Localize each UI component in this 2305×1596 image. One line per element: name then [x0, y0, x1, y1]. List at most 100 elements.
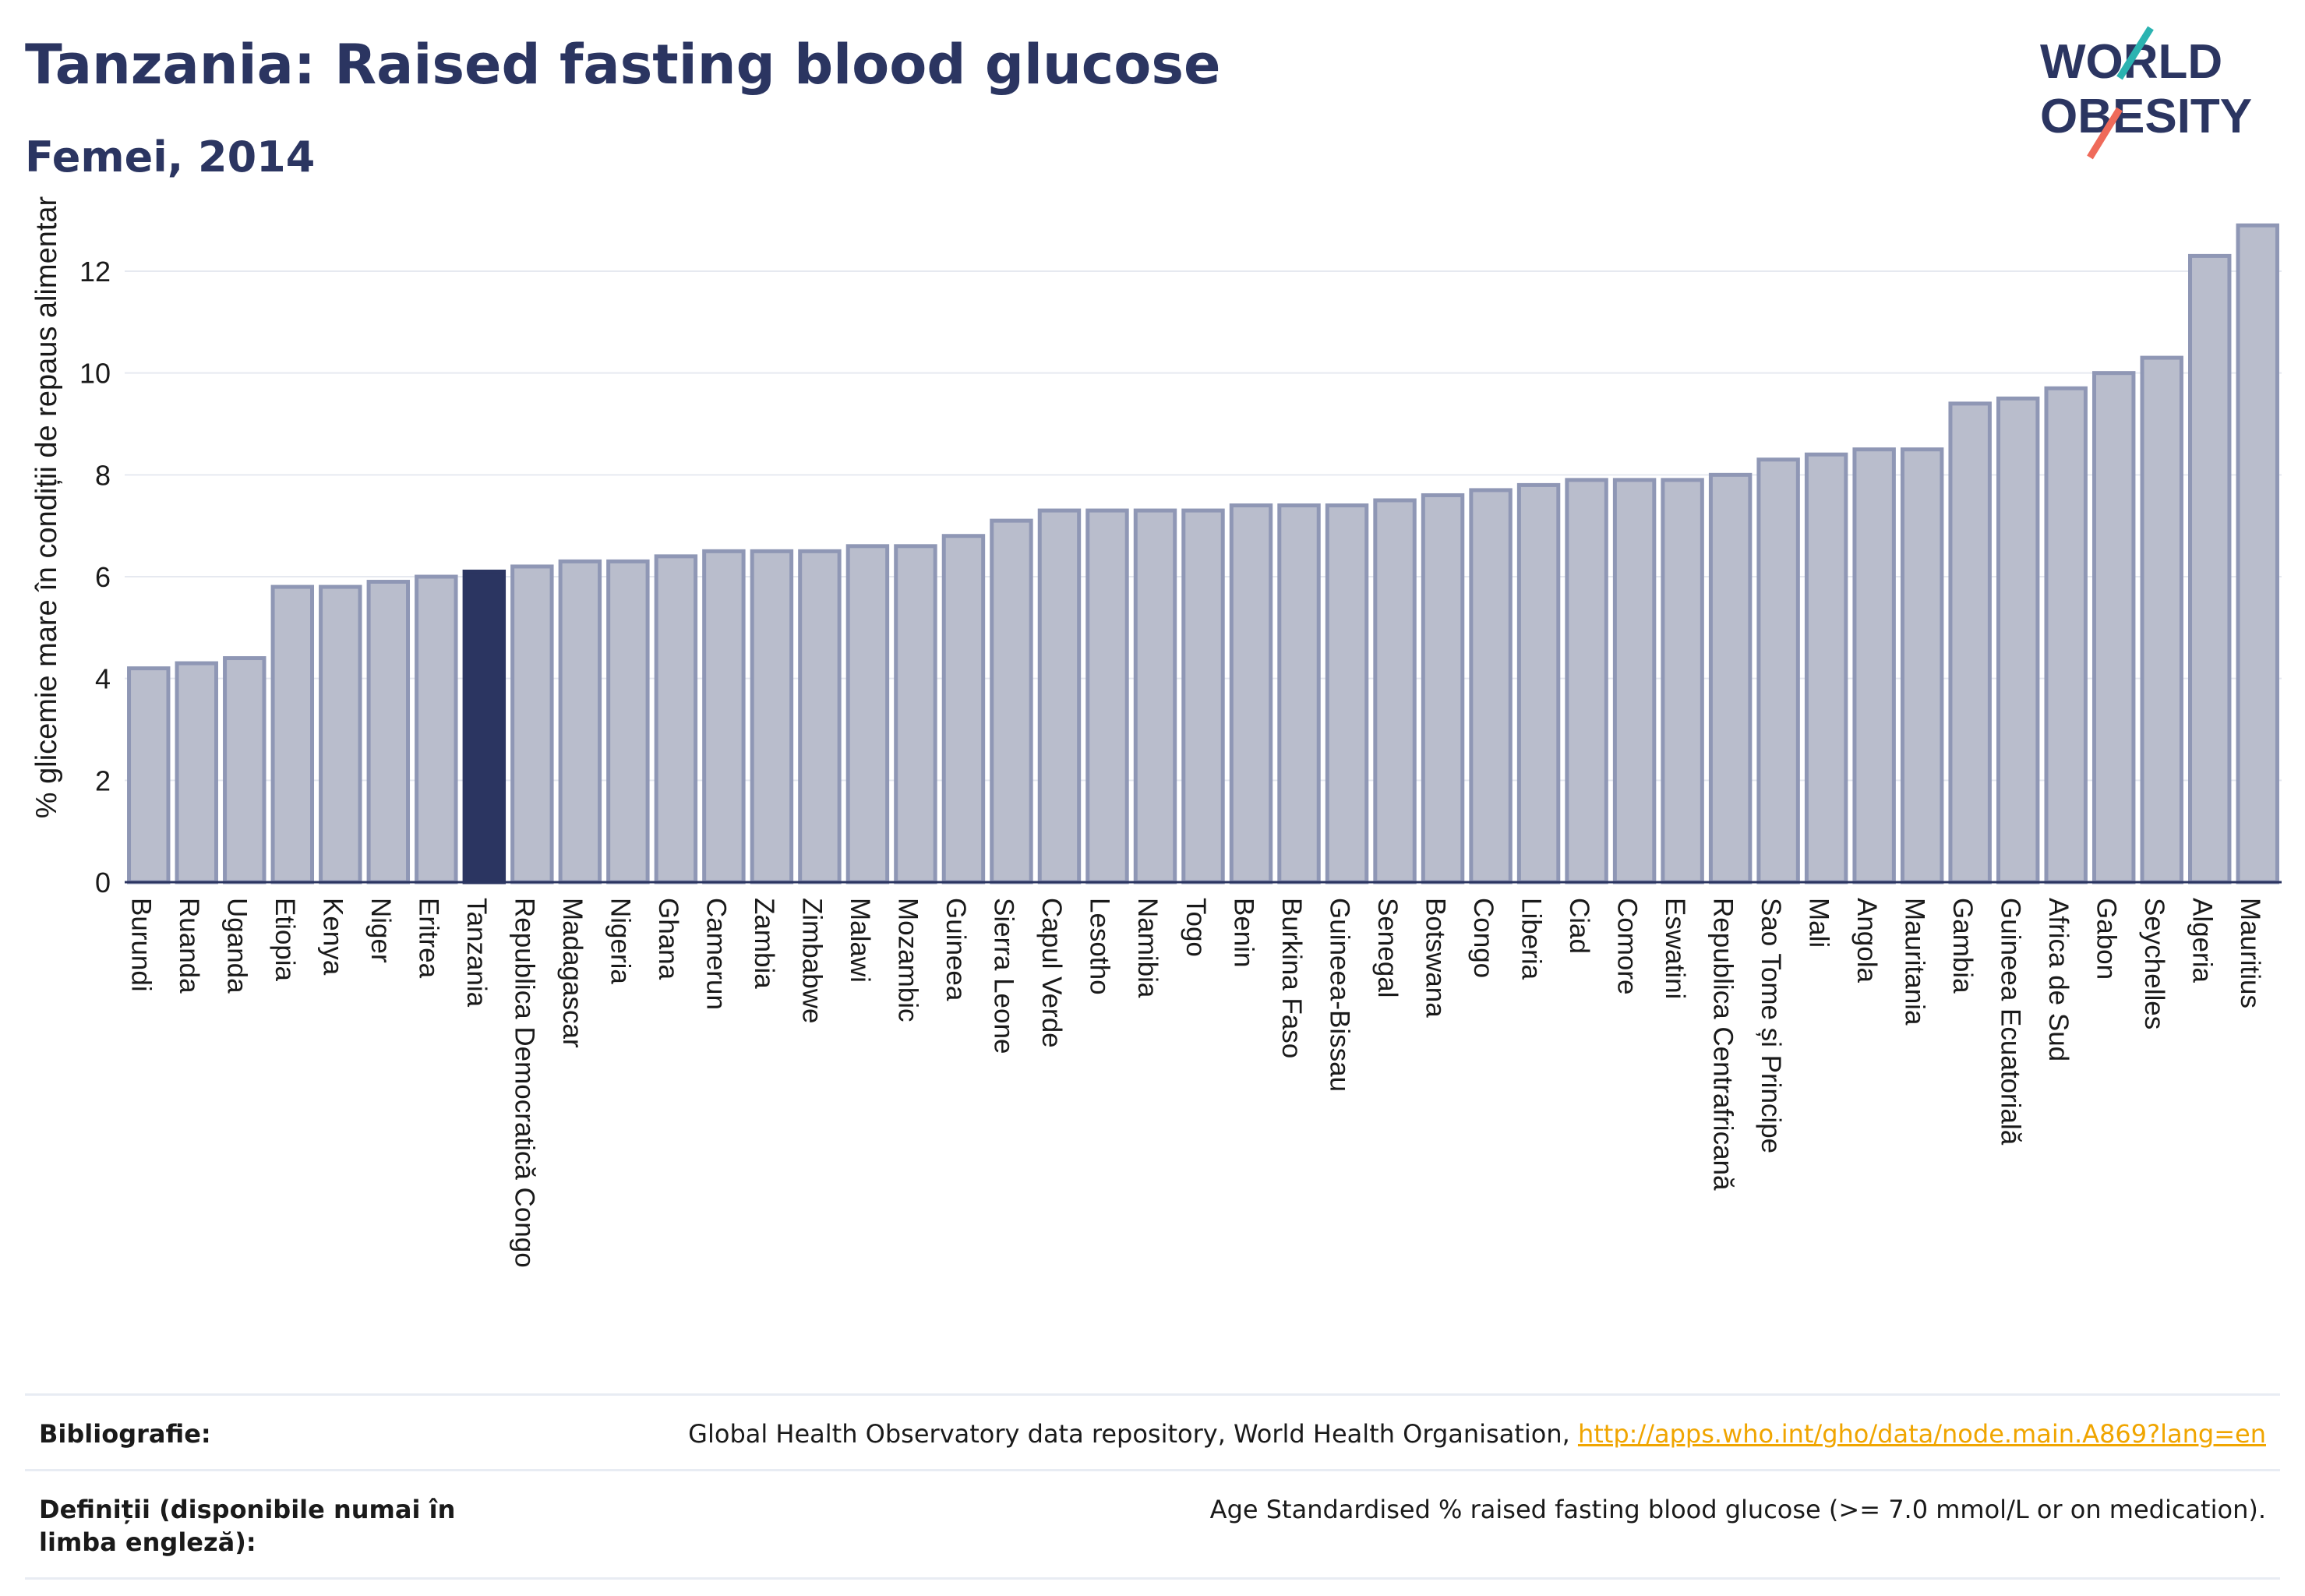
bibliography-text: Global Health Observatory data repositor… — [688, 1419, 1578, 1449]
bar-senegal — [1373, 498, 1417, 885]
bar-sierra-leone — [990, 518, 1033, 885]
bar-comore — [1612, 478, 1657, 885]
x-tick-label: Senegal — [1372, 898, 1403, 998]
bar-republica-centrafricană — [1708, 472, 1753, 885]
bar-africa-de-sud — [2044, 386, 2088, 885]
bar-mauritius — [2236, 223, 2279, 885]
bar-botswana — [1421, 493, 1465, 885]
x-tick-label: Benin — [1228, 898, 1258, 968]
bar-tanzania — [462, 569, 507, 885]
bibliography-label: Bibliografie: — [39, 1419, 211, 1449]
footer: Bibliografie: Global Health Observatory … — [25, 1393, 2280, 1580]
x-tick-label: Ciad — [1564, 898, 1594, 954]
x-tick-label: Republica Democratică Congo — [510, 898, 540, 1268]
x-axis-labels: Burundi Ruanda Uganda Etiopia Kenya Niger Erit… — [126, 898, 2265, 1268]
x-tick-label: Angola — [1851, 898, 1882, 983]
x-tick-label: Nigeria — [605, 898, 636, 984]
bar-benin — [1229, 503, 1273, 885]
bibliography-value: Global Health Observatory data repositor… — [688, 1418, 2266, 1450]
bar-chart: 0 2 4 6 8 10 12 Burundi Ruanda Uganda Etiopia Keny… — [30, 196, 2282, 1268]
x-tick-label: Burkina Faso — [1276, 898, 1307, 1058]
bar-zimbabwe — [798, 549, 842, 885]
x-tick-label: Togo — [1181, 898, 1211, 957]
bar-namibia — [1133, 508, 1177, 885]
bibliography-row: Bibliografie: Global Health Observatory … — [25, 1393, 2280, 1469]
bar-eswatini — [1661, 478, 1704, 885]
x-tick-label: Uganda — [222, 898, 252, 994]
x-tick-label: Mozambic — [893, 898, 923, 1022]
y-tick-label: 8 — [95, 459, 111, 491]
y-tick-label: 10 — [79, 358, 111, 390]
bar-ciad — [1565, 478, 1608, 885]
bar-togo — [1181, 508, 1225, 885]
x-tick-label: Burundi — [126, 898, 157, 992]
bar-sao-tome-și-principe — [1756, 457, 1800, 885]
y-tick-label: 0 — [95, 867, 111, 899]
y-axis-ticks: 0 2 4 6 8 10 12 — [79, 256, 111, 899]
x-tick-label: Capul Verde — [1036, 898, 1067, 1048]
y-tick-label: 4 — [95, 663, 111, 695]
bar-zambia — [750, 549, 794, 885]
bar-guineea-ecuatorială — [1996, 396, 2040, 885]
bar-lesotho — [1085, 508, 1129, 885]
x-tick-label: Camerun — [701, 898, 732, 1010]
x-tick-label: Congo — [1468, 898, 1498, 978]
bar-burkina-faso — [1277, 503, 1321, 885]
bar-niger — [366, 580, 411, 885]
x-tick-label: Gambia — [1947, 898, 1978, 994]
x-tick-label: Zimbabwe — [797, 898, 828, 1023]
bar-mali — [1804, 452, 1848, 885]
x-tick-label: Lesotho — [1085, 898, 1115, 995]
x-tick-label: Comore — [1611, 898, 1642, 994]
bar-etiopia — [270, 584, 315, 885]
x-tick-label: Africa de Sud — [2043, 898, 2074, 1061]
bar-eritrea — [415, 574, 458, 885]
logo-line2: OBESITY — [2040, 90, 2252, 143]
x-tick-label: Botswana — [1420, 898, 1450, 1018]
x-tick-label: Guineea — [941, 898, 971, 1001]
bar-ghana — [654, 554, 698, 885]
bar-malawi — [845, 544, 890, 885]
x-tick-label: Kenya — [318, 898, 348, 976]
world-obesity-logo: WORLD OBESITY — [2040, 26, 2252, 160]
x-tick-label: Eritrea — [414, 898, 444, 979]
x-tick-label: Etiopia — [270, 898, 300, 982]
x-tick-label: Guineea-Bissau — [1324, 898, 1354, 1092]
bar-burundi — [127, 666, 171, 885]
x-tick-label: Ghana — [653, 898, 683, 980]
chart-subtitle: Femei, 2014 — [25, 132, 316, 182]
bar-angola — [1852, 447, 1896, 885]
bar-republica-democratică-congo — [510, 564, 554, 885]
x-tick-label: Zambia — [749, 898, 779, 989]
bar-liberia — [1516, 482, 1561, 885]
definitions-row: Definiții (disponibile numai în limba en… — [25, 1469, 2280, 1580]
bar-gabon — [2091, 371, 2136, 885]
bar-mauritania — [1900, 447, 1944, 885]
bar-guineea-bissau — [1325, 503, 1369, 885]
x-tick-label: Seychelles — [2139, 898, 2169, 1029]
bar-kenya — [319, 584, 362, 885]
x-tick-label: Madagascar — [557, 898, 588, 1048]
logo-slash-teal — [2116, 26, 2154, 80]
bar-algeria — [2188, 253, 2232, 885]
x-tick-label: Eswatini — [1660, 898, 1690, 999]
y-tick-label: 6 — [95, 561, 111, 593]
bar-ruanda — [175, 661, 218, 885]
x-tick-label: Ruanda — [174, 898, 204, 994]
x-tick-label: Guineea Ecuatorială — [1995, 898, 2025, 1146]
bar-gambia — [1948, 401, 1992, 885]
bar-madagascar — [558, 559, 602, 885]
x-tick-label: Mauritania — [1899, 898, 1929, 1026]
y-tick-label: 12 — [79, 256, 111, 288]
x-tick-label: Sao Tome și Principe — [1756, 898, 1786, 1153]
logo-slash-red — [2087, 107, 2123, 160]
bar-guineea — [941, 534, 986, 885]
y-tick-label: 2 — [95, 764, 111, 796]
x-tick-label: Malawi — [845, 898, 875, 983]
bars — [127, 223, 2279, 885]
x-tick-label: Algeria — [2187, 898, 2217, 983]
definitions-label: Definiții (disponibile numai în limba en… — [39, 1495, 456, 1557]
x-tick-label: Republica Centrafricană — [1707, 898, 1738, 1191]
bibliography-link[interactable]: http://apps.who.int/gho/data/node.main.A… — [1577, 1419, 2266, 1449]
x-tick-label: Sierra Leone — [989, 898, 1019, 1054]
